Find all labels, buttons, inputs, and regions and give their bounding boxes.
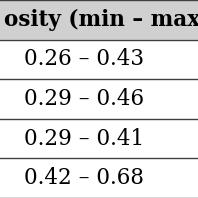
Bar (0, 40, 198, 79)
Bar (0, 79, 198, 119)
Text: 0.26 – 0.43: 0.26 – 0.43 (24, 48, 144, 70)
Text: osity (min – max): osity (min – max) (4, 9, 198, 31)
Text: 0.29 – 0.46: 0.29 – 0.46 (24, 88, 144, 110)
Text: 0.29 – 0.41: 0.29 – 0.41 (24, 128, 144, 150)
Text: 0.42 – 0.68: 0.42 – 0.68 (24, 167, 144, 189)
Bar (0, 119, 198, 158)
Bar (0, 0, 198, 40)
Bar (0, 158, 198, 198)
